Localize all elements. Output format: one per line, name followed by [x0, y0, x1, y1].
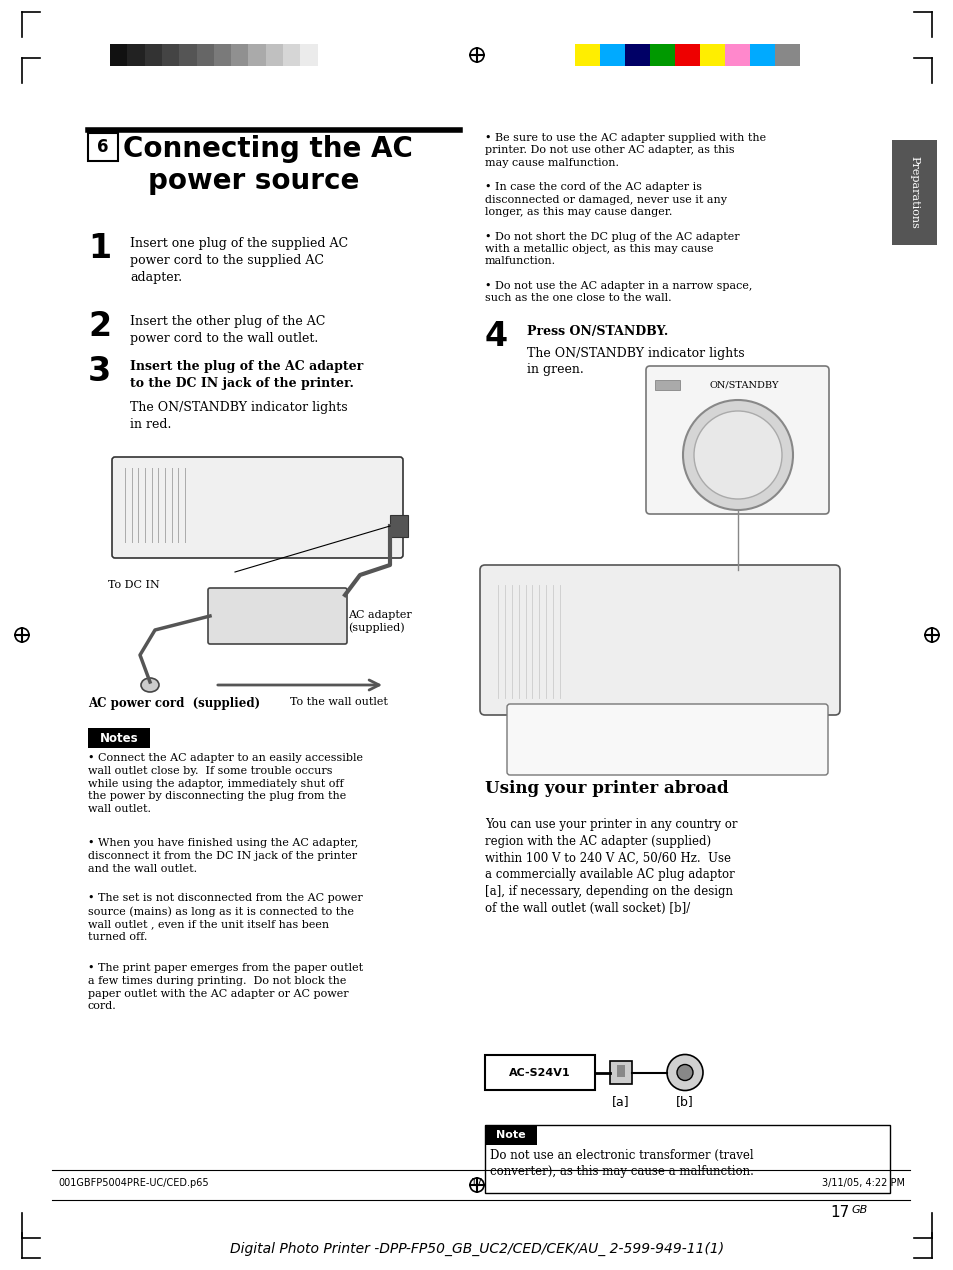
- Bar: [88, 728, 150, 748]
- Bar: [248, 44, 266, 66]
- Text: • Connect the AC adapter to an easily accessible
wall outlet close by.  If some : • Connect the AC adapter to an easily ac…: [88, 753, 363, 814]
- Bar: [484, 1125, 889, 1193]
- Bar: [145, 44, 162, 66]
- Text: 17: 17: [830, 1205, 849, 1220]
- Text: Preparations: Preparations: [908, 156, 919, 229]
- Text: Note: Note: [496, 1130, 525, 1140]
- Bar: [749, 44, 774, 66]
- Text: • In case the cord of the AC adapter is
disconnected or damaged, never use it an: • In case the cord of the AC adapter is …: [484, 183, 726, 217]
- Text: 1: 1: [88, 232, 111, 265]
- Text: • When you have finished using the AC adapter,
disconnect it from the DC IN jack: • When you have finished using the AC ad…: [88, 838, 358, 874]
- Ellipse shape: [677, 1064, 692, 1081]
- Text: 6: 6: [97, 138, 109, 156]
- FancyBboxPatch shape: [645, 366, 828, 514]
- Bar: [484, 1055, 595, 1090]
- Bar: [599, 44, 624, 66]
- Text: • Be sure to use the AC adapter supplied with the
printer. Do not use other AC a: • Be sure to use the AC adapter supplied…: [484, 133, 765, 168]
- Text: [b]: [b]: [676, 1095, 693, 1107]
- FancyBboxPatch shape: [479, 565, 840, 715]
- Text: 2: 2: [88, 310, 111, 343]
- Bar: [266, 44, 283, 66]
- Ellipse shape: [693, 411, 781, 499]
- Bar: [774, 44, 800, 66]
- Text: ON/STANDBY: ON/STANDBY: [709, 380, 779, 389]
- Text: power source: power source: [148, 166, 359, 196]
- Ellipse shape: [682, 400, 792, 511]
- Bar: [891, 140, 936, 245]
- Bar: [624, 44, 649, 66]
- Text: Insert the plug of the AC adapter
to the DC IN jack of the printer.: Insert the plug of the AC adapter to the…: [130, 359, 363, 390]
- Text: The ON/STANDBY indicator lights
in green.: The ON/STANDBY indicator lights in green…: [526, 347, 744, 376]
- Bar: [724, 44, 749, 66]
- Text: AC power cord  (supplied): AC power cord (supplied): [88, 697, 260, 710]
- Text: • Do not use the AC adapter in a narrow space,
such as the one close to the wall: • Do not use the AC adapter in a narrow …: [484, 281, 752, 304]
- FancyBboxPatch shape: [208, 588, 347, 644]
- Text: • The set is not disconnected from the AC power
source (mains) as long as it is : • The set is not disconnected from the A…: [88, 893, 362, 942]
- Bar: [231, 44, 248, 66]
- Text: To the wall outlet: To the wall outlet: [290, 697, 388, 707]
- Bar: [575, 44, 599, 66]
- Text: Do not use an electronic transformer (travel
converter), as this may cause a mal: Do not use an electronic transformer (tr…: [490, 1149, 753, 1179]
- Bar: [484, 1125, 537, 1146]
- Text: To DC IN: To DC IN: [108, 580, 159, 591]
- Text: Using your printer abroad: Using your printer abroad: [484, 780, 728, 798]
- Text: GB: GB: [851, 1205, 867, 1215]
- Bar: [390, 516, 408, 537]
- Text: 3: 3: [88, 356, 112, 389]
- Bar: [179, 44, 196, 66]
- Bar: [283, 44, 300, 66]
- Bar: [110, 44, 127, 66]
- Bar: [649, 44, 675, 66]
- Bar: [655, 380, 679, 390]
- Bar: [617, 1066, 624, 1077]
- Bar: [300, 44, 317, 66]
- Bar: [609, 1060, 631, 1085]
- FancyBboxPatch shape: [112, 457, 402, 558]
- Text: You can use your printer in any country or
region with the AC adapter (supplied): You can use your printer in any country …: [484, 818, 737, 914]
- Bar: [700, 44, 724, 66]
- Text: 001GBFP5004PRE-UC/CED.p65: 001GBFP5004PRE-UC/CED.p65: [58, 1179, 209, 1187]
- Text: 3/11/05, 4:22 PM: 3/11/05, 4:22 PM: [821, 1179, 904, 1187]
- Text: Digital Photo Printer -DPP-FP50_GB_UC2/CED/CEK/AU_ 2-599-949-11(1): Digital Photo Printer -DPP-FP50_GB_UC2/C…: [230, 1242, 723, 1256]
- Text: Press ON/STANDBY.: Press ON/STANDBY.: [526, 325, 667, 338]
- Text: Connecting the AC: Connecting the AC: [123, 135, 413, 163]
- Bar: [213, 44, 231, 66]
- Bar: [162, 44, 179, 66]
- Text: AC adapter
(supplied): AC adapter (supplied): [348, 610, 412, 634]
- Text: Insert one plug of the supplied AC
power cord to the supplied AC
adapter.: Insert one plug of the supplied AC power…: [130, 237, 348, 284]
- Text: The ON/STANDBY indicator lights
in red.: The ON/STANDBY indicator lights in red.: [130, 401, 347, 431]
- Text: • The print paper emerges from the paper outlet
a few times during printing.  Do: • The print paper emerges from the paper…: [88, 963, 363, 1011]
- Text: [a]: [a]: [612, 1095, 629, 1107]
- Text: 4: 4: [484, 320, 508, 353]
- Bar: [196, 44, 213, 66]
- Bar: [88, 133, 118, 161]
- Text: 17: 17: [471, 1179, 482, 1187]
- FancyBboxPatch shape: [506, 704, 827, 775]
- Text: Insert the other plug of the AC
power cord to the wall outlet.: Insert the other plug of the AC power co…: [130, 315, 325, 345]
- Bar: [317, 44, 335, 66]
- Text: Notes: Notes: [99, 732, 138, 744]
- Ellipse shape: [141, 678, 159, 692]
- Text: • Do not short the DC plug of the AC adapter
with a metallic object, as this may: • Do not short the DC plug of the AC ada…: [484, 231, 739, 267]
- Ellipse shape: [666, 1054, 702, 1091]
- Bar: [675, 44, 700, 66]
- Bar: [127, 44, 145, 66]
- Text: AC-S24V1: AC-S24V1: [509, 1068, 570, 1077]
